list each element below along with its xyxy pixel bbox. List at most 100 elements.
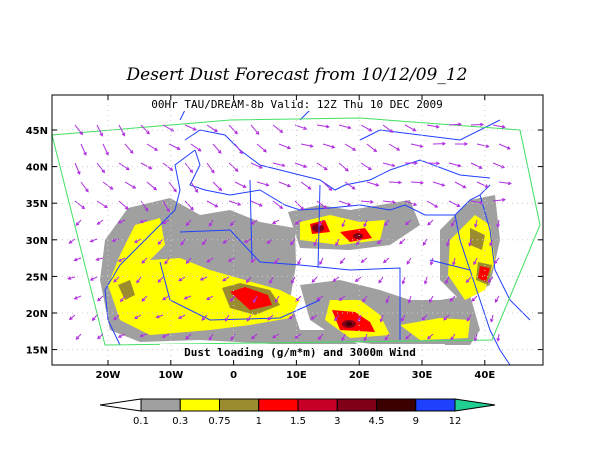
wind-arrow [146,181,158,191]
map-frame [51,94,544,366]
wind-arrow [73,257,82,262]
lon-label: 10W [158,370,183,381]
wind-arrow [474,219,478,228]
wind-arrow [366,143,378,153]
colorbar-label: 1 [256,416,262,427]
wind-arrow [80,181,89,193]
wind-arrow [288,314,296,320]
domain-outline [51,117,541,346]
wind-arrow [406,257,412,265]
wind-arrow [250,257,258,263]
wind-arrow [228,162,239,172]
wind-arrow [432,141,447,146]
wind-arrow [404,200,418,207]
wind-arrow [74,162,81,176]
caption: Dust loading (g/m*m) and 3000m Wind [184,346,416,359]
wind-arrow [363,219,368,228]
subtitle-box [130,96,470,111]
wind-arrow [466,314,472,322]
wind-arrow [272,200,284,210]
wind-arrow [354,276,362,283]
wind-arrow [185,257,192,265]
lat-label: 40N [26,163,48,174]
lon-label: 0 [230,370,237,381]
wind-arrow [404,124,417,132]
wind-arrow [228,200,242,206]
wind-arrow [448,200,461,208]
wind-arrow [67,276,76,280]
wind-arrow [96,200,108,209]
wind-arrow [168,143,181,150]
wind-arrow [490,314,494,323]
wind-arrow [338,124,352,130]
wind-arrow [404,219,412,226]
wind-arrow [228,124,238,135]
colorbar: 0.1 0.3 0.75 1 1.5 3 4.5 9 12 [99,398,496,427]
lon-label: 10E [286,370,307,381]
wind-arrow [319,257,324,266]
wind-arrow [164,257,170,265]
lat-label: 20N [26,309,48,320]
wind-arrow [366,181,380,187]
wind-arrow [445,276,450,285]
wind-arrow [427,333,434,340]
wind-arrow [468,238,472,247]
wind-arrow [388,180,403,185]
wind-arrow [68,314,76,321]
wind-arrow [494,295,500,303]
colorbar-end [99,398,142,412]
wind-arrow [451,219,456,227]
wind-arrow [487,276,494,283]
wind-arrow [96,124,103,137]
wind-arrow [452,257,456,266]
wind-arrow [401,276,406,285]
lon-label: 20E [349,370,370,381]
wind-arrow [341,219,346,228]
wind-arrow [140,124,150,135]
wind-arrow [89,276,98,281]
wind-arrow [80,143,87,156]
wind-arrow [243,238,252,243]
wind-arrow [222,238,230,244]
wind-arrow [384,333,390,341]
wind-arrow [184,124,197,131]
wind-arrow [362,295,368,303]
wind-arrow [250,200,263,207]
wind-arrow [96,219,104,225]
wind-arrow [212,143,222,154]
wind-arrow [445,238,450,247]
wind-arrow [471,295,478,302]
colorbar-label: 0.3 [172,416,188,427]
wind-arrow [310,314,318,320]
wind-arrow [344,143,357,151]
wind-arrow [183,295,192,300]
colorbar-swatch [140,398,181,412]
wind-arrow [316,200,328,209]
wind-arrow [496,333,501,342]
wind-arrow [339,257,346,265]
wind-arrow [426,124,440,129]
wind-arrow [140,162,153,170]
wind-arrow [133,314,142,319]
wind-arrow [133,238,142,243]
wind-arrow [400,314,406,322]
wind-arrow [124,181,137,189]
wind-arrow [470,162,483,169]
wind-arrow [246,314,252,322]
wind-arrow [227,257,236,262]
wind-arrow [272,333,280,339]
map: 00Hr TAU/DREAM-8b Valid: 12Z Thu 10 DEC … [51,94,544,366]
wind-arrow [335,238,340,247]
colorbar-label: 12 [449,416,462,427]
wind-arrow [311,276,318,283]
wind-arrow [449,295,456,302]
wind-arrow [476,143,490,148]
wind-arrow [423,276,428,285]
wind-arrow [426,161,441,166]
wind-arrow [184,200,194,211]
wind-arrow [136,276,142,284]
wind-arrow [473,333,478,342]
wind-arrow [274,295,280,303]
wind-arrow [206,124,218,133]
wind-arrow [267,314,274,321]
